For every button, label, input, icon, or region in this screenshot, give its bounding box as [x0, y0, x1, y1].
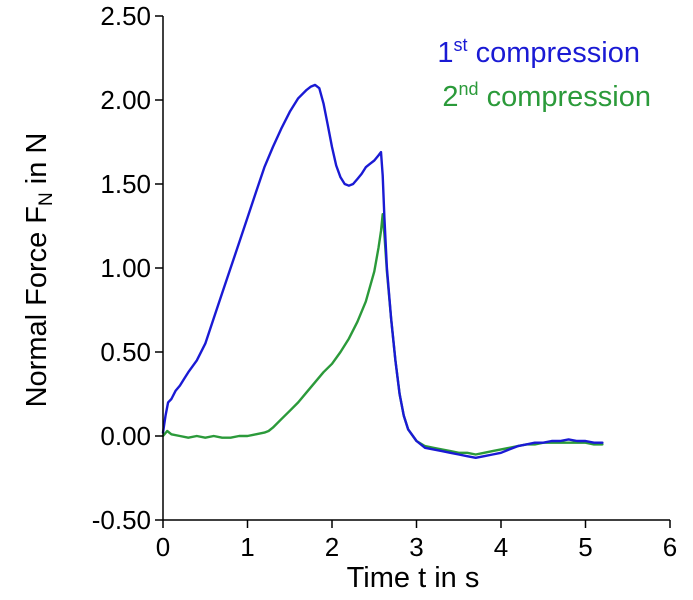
x-ticks: 0 1 2 3 4 5 6: [156, 520, 677, 562]
x-tick-label: 2: [325, 532, 339, 562]
y-ticks: -0.50 0.00 0.50 1.00 1.50 2.00 2.50: [92, 1, 163, 535]
x-tick-label: 6: [663, 532, 677, 562]
y-axis-title: Normal Force FN in N: [21, 133, 57, 408]
x-tick-label: 0: [156, 532, 170, 562]
series-line-1: [161, 83, 604, 459]
y-tick-label: -0.50: [92, 505, 151, 535]
plot-lines: [161, 83, 604, 459]
x-tick-label: 3: [409, 532, 423, 562]
x-tick-label: 4: [494, 532, 508, 562]
y-tick-label: 2.50: [100, 1, 151, 31]
y-tick-label: 0.00: [100, 421, 151, 451]
y-tick-label: 0.50: [100, 337, 151, 367]
y-tick-label: 1.50: [100, 169, 151, 199]
x-tick-label: 5: [578, 532, 592, 562]
legend-series-2: 2nd compression: [442, 79, 651, 113]
x-axis-title: Time t in s: [347, 562, 480, 594]
x-tick-label: 1: [240, 532, 254, 562]
y-tick-label: 1.00: [100, 253, 151, 283]
y-tick-label: 2.00: [100, 85, 151, 115]
legend-series-1: 1st compression: [437, 35, 640, 69]
